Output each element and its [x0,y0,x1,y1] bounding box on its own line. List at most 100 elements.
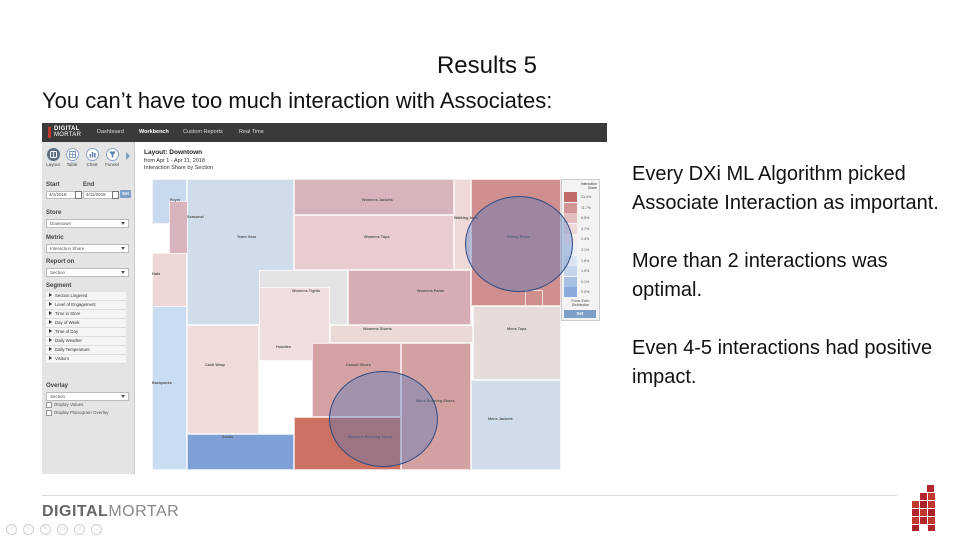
treemap-tile-mens-jackets[interactable] [471,380,561,470]
tile-label-mens-jackets: Mens Jackets [488,417,513,421]
more-options-icon[interactable]: … [91,524,102,535]
start-label: Start [46,182,60,188]
next-slide-icon[interactable]: › [23,524,34,535]
expand-arrow-icon [49,293,52,297]
toolbar-table-button[interactable]: Table [63,148,81,167]
segment-item-time-of-day[interactable]: Time of Day [46,328,126,337]
overlay-select[interactable]: Section [46,392,129,401]
footer-brand: DIGITALMORTAR [42,503,179,521]
legend-value: 1.8% [581,258,590,263]
expand-arrow-icon [49,329,52,333]
segment-item-label: Level of Engagement [55,302,96,307]
segment-item-section-lingered[interactable]: Section Lingered [46,292,126,301]
overlay-select-value: Section [50,394,66,399]
toolbar-funnel-button[interactable]: Funnel [103,148,121,167]
segment-item-label: Time in Store [55,311,81,316]
nav-workbench[interactable]: Workbench [139,129,169,135]
footer-brand-light: MORTAR [108,503,180,520]
report-on-label: Report on [46,259,75,265]
calendar-icon[interactable] [75,191,82,199]
slide-subtitle: You can’t have too much interaction with… [42,88,553,113]
layout-title: Layout: Downtown [144,149,203,156]
logo-line1: DIGITAL [54,126,80,132]
expand-arrow-icon [49,347,52,351]
zoom-icon[interactable]: ⌕ [74,524,85,535]
app-screenshot: DIGITAL MORTAR Dashboard Workbench Custo… [42,123,607,474]
treemap-tile-womens-jackets[interactable] [294,179,454,215]
brick-logo-icon [912,485,935,531]
note-3: Even 4-5 interactions had positive impac… [632,337,933,388]
tile-label-womens-shorts: Womens Shorts [363,327,392,331]
segment-item-visitors[interactable]: Visitors [46,355,126,364]
pen-icon[interactable]: ✎ [40,524,51,535]
presentation-controls: ‹ › ✎ ▭ ⌕ … [6,522,108,535]
end-label: End [83,182,95,188]
report-on-select[interactable]: Section [46,268,129,277]
store-label: Store [46,210,62,216]
start-date-input[interactable]: 4/1/2018 [46,191,76,199]
legend-value: 3.7% [581,226,590,231]
toolbar-chart-button[interactable]: Chart [83,148,101,167]
expand-arrow-icon [49,338,52,342]
treemap-tile-womens-pants[interactable] [348,270,471,325]
date-set-button[interactable]: Set [120,190,131,198]
legend-value: 2.4% [581,237,590,242]
force-even-label-line2: Distribution [571,303,590,307]
treemap-tile-womens-shorts[interactable] [330,325,473,343]
segment-item-daily-temperature[interactable]: Daily Temperature [46,346,126,355]
toolbar-layout-label: Layout [46,162,60,167]
report-on-select-value: Section [50,270,66,275]
toolbar-table-label: Table [66,162,78,167]
nav-custom-reports[interactable]: Custom Reports [183,129,223,135]
treemap-tile-womens-tops[interactable] [294,215,454,270]
treemap-tile-cash-wrap[interactable] [187,325,259,434]
report-subtitle: Interaction Share by Section [144,165,214,171]
overlay-label: Overlay [46,383,69,389]
legend-value: 8.5% [581,216,590,221]
logo-mark-icon [48,127,51,138]
tile-label-womens-jackets: Womens Jackets [362,198,393,202]
store-select[interactable]: Downtown [46,219,129,228]
slides-icon[interactable]: ▭ [57,524,68,535]
highlight-circle-womens-running-shoes [329,371,438,467]
segment-item-time-in-store[interactable]: Time in Store [46,310,126,319]
store-select-value: Downtown [50,221,72,226]
tile-label-socks: Socks [222,435,234,439]
legend-set-button[interactable]: Set [564,310,596,318]
end-date-input[interactable]: 4/11/2018 [83,191,113,199]
metric-select[interactable]: Interaction Share [46,244,129,253]
tile-label-womens-pants: Womens Pants [417,289,445,293]
treemap-tile-socks[interactable] [187,434,294,470]
treemap-tile-backpacks[interactable] [152,306,187,470]
expand-arrow-icon [49,302,52,306]
treemap-tile-fitting-room[interactable] [525,290,543,306]
legend-swatch [564,276,577,287]
toolbar-layout-button[interactable]: Layout [44,148,62,167]
note-2: More than 2 interactions was optimal. [632,250,888,301]
metric-select-value: Interaction Share [50,246,85,251]
nav-real-time[interactable]: Real Time [239,129,264,135]
display-planogram-checkbox[interactable]: Display Planogram Overlay [46,410,109,416]
chevron-down-icon [121,395,125,398]
tile-label-foyer: Foyer [170,198,181,202]
nav-dashboard[interactable]: Dashboard [97,129,124,135]
expand-arrow-icon [49,320,52,324]
tile-label-hats: Hats [152,272,161,276]
segment-item-daily-weather[interactable]: Daily Weather [46,337,126,346]
tile-label-backpacks: Backpacks [152,381,172,385]
segment-item-level-of-engagement[interactable]: Level of Engagement [46,301,126,310]
segment-item-day-of-week[interactable]: Day of Week [46,319,126,328]
collapse-sidebar-icon[interactable] [126,152,130,160]
store-treemap: Foyer Seasonal Team Gear Womens Jackets … [152,179,561,470]
chevron-down-icon [121,247,125,250]
segment-label: Segment [46,283,72,289]
prev-slide-icon[interactable]: ‹ [6,524,17,535]
display-planogram-label: Display Planogram Overlay [54,410,109,416]
calendar-icon[interactable] [112,191,119,199]
slide-title: Results 5 [436,52,538,79]
display-values-checkbox[interactable]: Display Values [46,402,83,408]
tile-label-casual-shoes: Casual Shoes [346,363,371,367]
brand-logo[interactable]: DIGITAL MORTAR [48,126,88,139]
bar-chart-icon [85,148,99,161]
treemap-tile-mens-tops[interactable] [473,306,561,380]
